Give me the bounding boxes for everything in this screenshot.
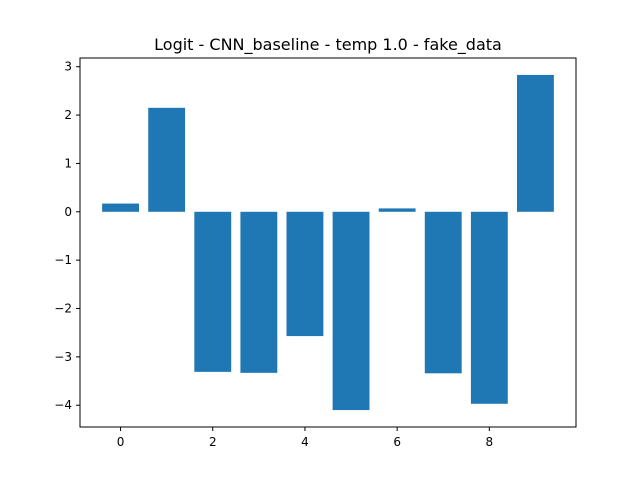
bar-2 (194, 211, 232, 372)
bar-9 (516, 74, 554, 212)
y-tick-label: −1 (54, 253, 72, 267)
bar-4 (286, 211, 324, 337)
y-tick-label: −4 (54, 398, 72, 412)
y-tick-label: 0 (64, 205, 72, 219)
y-tick-label: −2 (54, 302, 72, 316)
chart-title: Logit - CNN_baseline - temp 1.0 - fake_d… (154, 35, 502, 55)
x-tick-label: 8 (486, 435, 494, 449)
bar-0 (102, 203, 140, 212)
bar-3 (240, 211, 278, 373)
y-tick-label: 1 (64, 156, 72, 170)
x-tick-label: 4 (301, 435, 309, 449)
bars-group (102, 74, 554, 411)
y-axis: −4 −3 −2 −1 0 1 2 3 (54, 60, 80, 412)
bar-8 (470, 211, 508, 404)
x-tick-label: 6 (393, 435, 401, 449)
bar-6 (378, 208, 416, 212)
x-tick-label: 2 (209, 435, 217, 449)
plot-frame (79, 57, 577, 428)
x-tick-label: 0 (117, 435, 125, 449)
bar-5 (332, 211, 370, 411)
y-tick-label: −3 (54, 350, 72, 364)
x-axis: 0 2 4 6 8 (117, 427, 493, 449)
y-tick-label: 3 (64, 60, 72, 74)
bar-1 (148, 107, 186, 212)
y-tick-label: 2 (64, 108, 72, 122)
bar-7 (424, 211, 462, 374)
